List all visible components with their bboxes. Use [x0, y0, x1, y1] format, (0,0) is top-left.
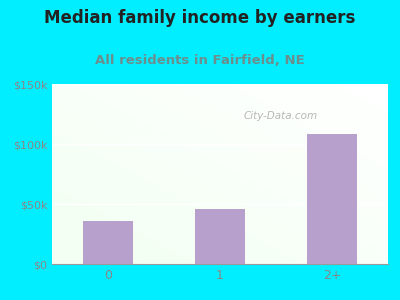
Text: City-Data.com: City-Data.com — [244, 111, 318, 122]
Bar — [307, 134, 357, 264]
Text: Median family income by earners: Median family income by earners — [44, 9, 356, 27]
Bar — [83, 221, 133, 264]
Text: All residents in Fairfield, NE: All residents in Fairfield, NE — [95, 54, 305, 67]
Bar — [195, 209, 245, 264]
